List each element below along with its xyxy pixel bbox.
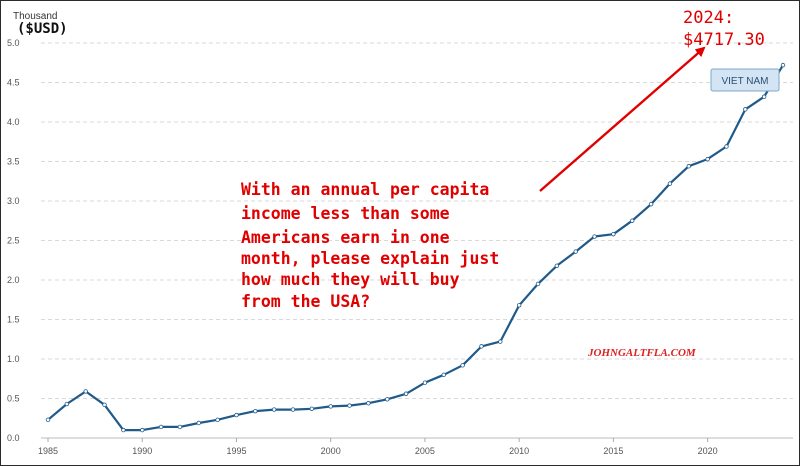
- data-point: [422, 380, 428, 385]
- currency-label: ($USD): [17, 21, 68, 37]
- y-tick-label: 4.0: [7, 117, 20, 127]
- data-point: [140, 427, 145, 433]
- data-point: [347, 403, 352, 408]
- gridlines: [41, 42, 793, 399]
- callout-line-1: With an annual per capita: [241, 180, 489, 199]
- y-tick-label: 5.0: [7, 38, 20, 48]
- y-tick-label: 3.5: [7, 157, 20, 167]
- data-point: [516, 303, 522, 308]
- data-point: [592, 234, 597, 239]
- callout-text: With an annual per capita income less th…: [241, 180, 499, 311]
- data-point: [479, 344, 484, 349]
- series-points: [45, 62, 786, 433]
- data-point: [45, 417, 51, 423]
- data-point: [196, 420, 201, 426]
- data-point: [177, 424, 183, 430]
- data-point: [234, 412, 239, 418]
- callout-line-2: income less than some: [241, 204, 450, 223]
- callout-line-5: how much they will buy: [241, 270, 460, 289]
- data-point: [83, 389, 88, 394]
- data-point: [309, 406, 315, 411]
- data-point: [535, 281, 541, 287]
- x-tick-label: 1995: [226, 446, 246, 456]
- x-tick-label: 2010: [509, 446, 529, 456]
- x-tick-label: 2015: [603, 446, 623, 456]
- data-point: [705, 156, 710, 162]
- data-point: [686, 164, 691, 169]
- value-note-year: 2024:: [683, 8, 734, 28]
- callout-line-3: Americans earn in one: [241, 228, 450, 247]
- y-tick-label: 3.0: [7, 196, 20, 206]
- data-point: [761, 94, 767, 99]
- data-point: [611, 231, 616, 237]
- y-tick-label: 4.5: [7, 78, 20, 88]
- y-tick-label: 1.5: [7, 315, 20, 325]
- data-point: [328, 404, 333, 409]
- data-point: [64, 401, 70, 407]
- y-tick-label: 0.5: [7, 394, 20, 404]
- y-tick-label: 2.0: [7, 275, 20, 285]
- data-point: [630, 218, 635, 223]
- x-tick-label: 2005: [415, 446, 435, 456]
- data-point: [290, 407, 296, 412]
- x-tick-label: 1990: [132, 446, 152, 456]
- data-point: [780, 62, 786, 68]
- y-tick-label: 0.0: [7, 433, 20, 443]
- x-tick-label: 2000: [321, 446, 341, 456]
- data-point: [215, 417, 220, 423]
- x-tick-label: 1985: [38, 446, 58, 456]
- y-unit-label: Thousand: [13, 11, 57, 22]
- series-badge-box: [710, 68, 780, 92]
- series-badge-label: VIET NAM: [721, 76, 768, 87]
- data-point: [724, 144, 729, 149]
- x-tick-label: 2020: [698, 446, 718, 456]
- y-tick-label: 2.5: [7, 236, 20, 246]
- data-point: [648, 201, 654, 207]
- data-point: [403, 391, 409, 396]
- data-point: [271, 407, 277, 412]
- data-point: [158, 424, 164, 430]
- x-axis-ticks: 1985 1990 1995 2000 2005 2010 2015 2020: [38, 438, 718, 456]
- value-note-amount: $4717.30: [683, 30, 765, 50]
- data-point: [121, 427, 126, 433]
- data-point: [366, 401, 371, 406]
- data-point: [573, 249, 578, 254]
- y-tick-label: 1.0: [7, 354, 20, 364]
- watermark-credit: JOHNGALTFLA.COM: [587, 347, 697, 359]
- series-badge: VIET NAM: [710, 68, 780, 92]
- data-point: [498, 339, 503, 344]
- callout-line-6: from the USA?: [241, 292, 370, 311]
- data-point: [460, 363, 465, 368]
- data-point: [667, 181, 673, 186]
- data-point: [253, 408, 258, 414]
- data-point: [743, 107, 748, 112]
- data-point: [102, 402, 107, 408]
- data-point: [385, 397, 390, 402]
- data-point: [554, 263, 560, 268]
- callout-arrow: [539, 46, 706, 192]
- callout-line-4: month, please explain just: [241, 249, 499, 268]
- series-line-viet-nam: [47, 64, 784, 432]
- data-point: [441, 372, 446, 377]
- y-axis-ticks: 0.0 0.5 1.0 1.5 2.0 2.5 3.0 3.5 4.0 4.5 5.0: [7, 38, 20, 443]
